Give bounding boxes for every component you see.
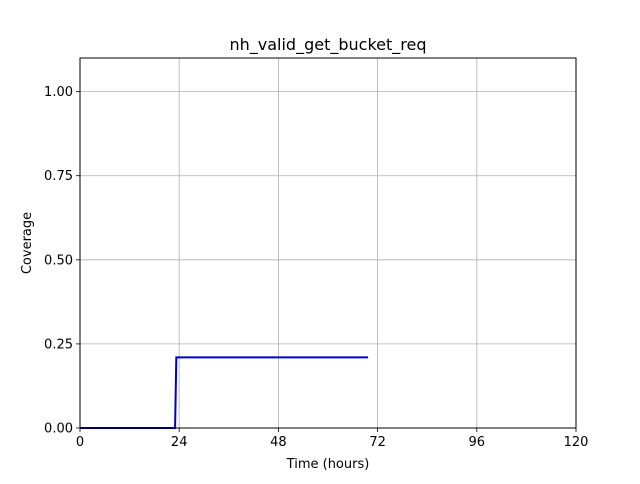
y-tick-label: 1.00 — [44, 85, 73, 100]
x-axis-label: Time (hours) — [286, 457, 370, 472]
y-tick-label: 0.75 — [44, 169, 73, 184]
x-tick-label: 24 — [171, 435, 188, 450]
x-tick-label: 120 — [564, 435, 589, 450]
x-tick-label: 48 — [270, 435, 287, 450]
chart-title: nh_valid_get_bucket_req — [229, 35, 426, 55]
y-tick-label: 0.50 — [44, 253, 73, 268]
y-tick-label: 0.25 — [44, 337, 73, 352]
y-axis-label: Coverage — [20, 212, 35, 274]
x-tick-label: 96 — [469, 435, 486, 450]
x-tick-label: 0 — [76, 435, 84, 450]
x-tick-label: 72 — [369, 435, 386, 450]
plot-frame — [79, 57, 577, 429]
axis-ticks: 0 24 48 72 96 120 0.00 0.25 0.50 0.75 1.00 — [44, 85, 588, 450]
y-tick-label: 0.00 — [44, 422, 73, 437]
